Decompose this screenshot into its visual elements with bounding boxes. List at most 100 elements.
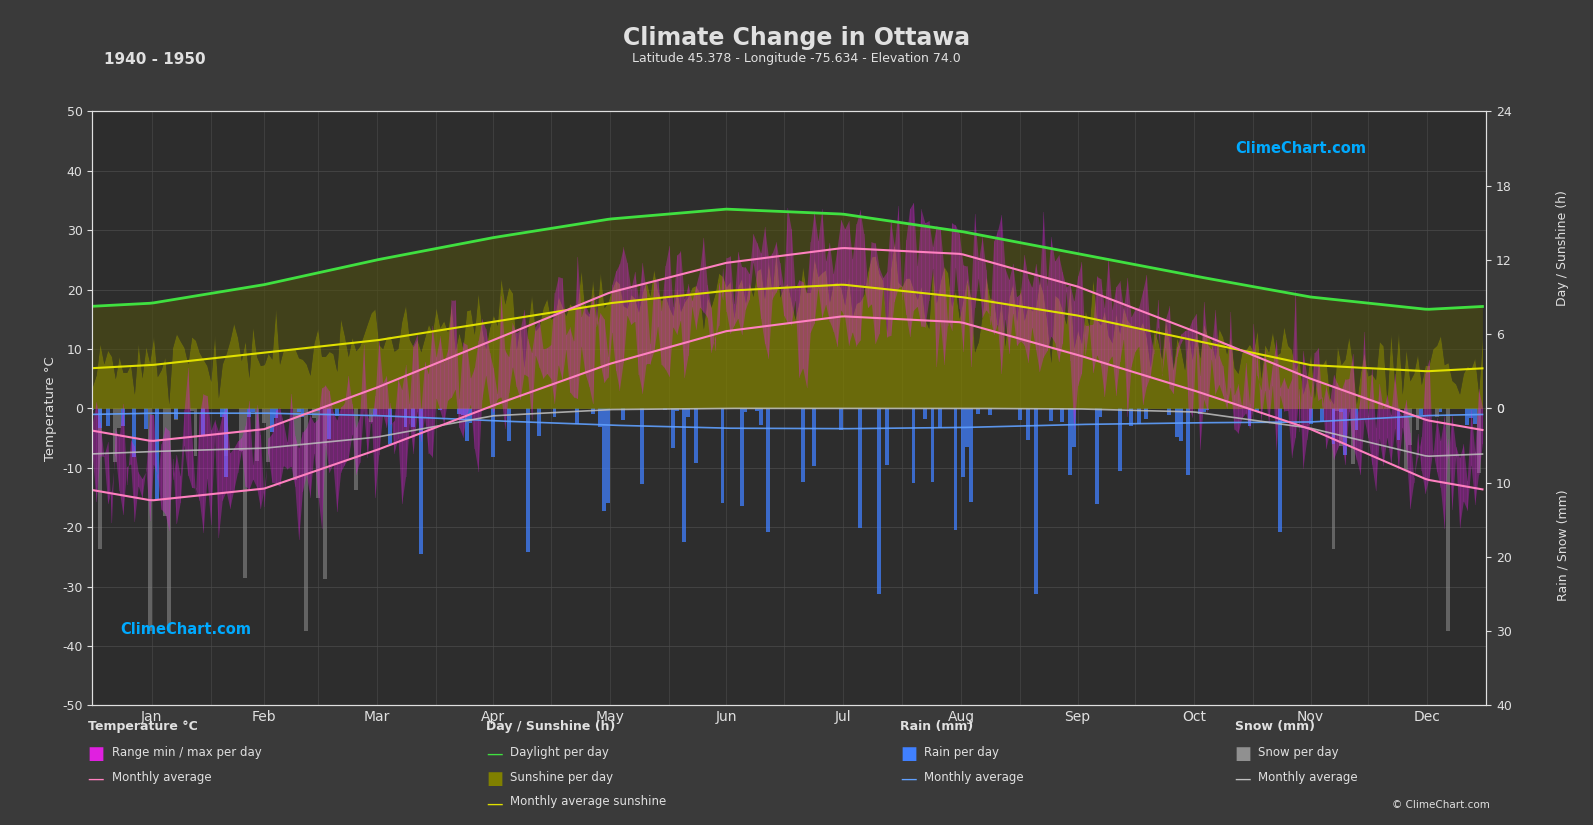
Bar [266, 408, 269, 462]
Bar [99, 408, 102, 427]
Bar [327, 408, 331, 439]
Bar [884, 408, 889, 465]
Bar [113, 408, 118, 462]
Text: ■: ■ [486, 770, 503, 788]
Bar [99, 408, 102, 549]
Bar [1354, 408, 1359, 430]
Text: Snow per day: Snow per day [1258, 746, 1340, 759]
Text: Monthly average: Monthly average [112, 771, 212, 784]
Bar [859, 408, 862, 529]
Bar [801, 408, 804, 482]
Bar [220, 408, 225, 417]
Bar [1144, 408, 1149, 419]
Bar [1435, 408, 1438, 417]
Bar [175, 408, 178, 418]
Bar [758, 408, 763, 425]
Bar [1129, 408, 1133, 427]
Bar [1416, 408, 1419, 430]
Bar [1332, 408, 1335, 549]
Bar [274, 408, 277, 417]
Text: Rain per day: Rain per day [924, 746, 999, 759]
Bar [1255, 408, 1258, 411]
Bar [720, 408, 725, 503]
Bar [296, 408, 301, 444]
Bar [1099, 408, 1102, 417]
Bar [1446, 408, 1450, 631]
Bar [1351, 408, 1354, 464]
Bar [1176, 408, 1179, 437]
Bar [143, 408, 148, 429]
Bar [323, 408, 327, 579]
Bar [675, 408, 679, 411]
Bar [121, 408, 124, 427]
Bar [118, 408, 121, 427]
Bar [263, 408, 266, 423]
Bar [465, 408, 468, 441]
Bar [296, 408, 301, 412]
Bar [1187, 408, 1190, 475]
Bar [621, 408, 624, 420]
Bar [840, 408, 843, 431]
Bar [1072, 408, 1075, 447]
Bar [1247, 408, 1252, 427]
Bar [507, 408, 511, 441]
Bar [492, 408, 495, 457]
Bar [537, 408, 542, 436]
Bar [969, 408, 973, 502]
Text: ClimeChart.com: ClimeChart.com [1236, 141, 1367, 156]
Bar [1466, 408, 1469, 425]
Text: Daylight per day: Daylight per day [510, 746, 609, 759]
Bar [682, 408, 687, 542]
Bar [1168, 408, 1171, 415]
Text: Monthly average: Monthly average [924, 771, 1024, 784]
Bar [1321, 408, 1324, 422]
Bar [373, 408, 378, 415]
Bar [1179, 408, 1182, 441]
Text: Range min / max per day: Range min / max per day [112, 746, 261, 759]
Bar [225, 408, 228, 455]
Text: 1940 - 1950: 1940 - 1950 [104, 52, 205, 67]
Text: Snow (mm): Snow (mm) [1235, 720, 1314, 733]
Bar [878, 408, 881, 594]
Bar [812, 408, 816, 466]
Bar [766, 408, 771, 532]
Bar [201, 408, 205, 435]
Bar [1278, 408, 1282, 531]
Bar [602, 408, 605, 511]
Text: Sunshine per day: Sunshine per day [510, 771, 613, 784]
Bar [954, 408, 957, 530]
Bar [938, 408, 941, 428]
Bar [315, 408, 320, 412]
Bar [315, 408, 320, 497]
Bar [739, 408, 744, 506]
Bar [1206, 408, 1209, 410]
Bar [1474, 408, 1477, 424]
Bar [1069, 408, 1072, 475]
Bar [1397, 408, 1400, 440]
Bar [695, 408, 698, 464]
Bar [687, 408, 690, 417]
Text: Monthly average sunshine: Monthly average sunshine [510, 795, 666, 808]
Bar [304, 408, 307, 631]
Bar [526, 408, 529, 552]
Text: Rain (mm): Rain (mm) [900, 720, 973, 733]
Bar [605, 408, 610, 503]
Bar [1469, 408, 1474, 418]
Bar [1332, 408, 1335, 445]
Bar [419, 408, 422, 554]
Bar [911, 408, 916, 483]
Text: —: — [486, 794, 502, 813]
Bar [411, 408, 416, 427]
Text: Monthly average: Monthly average [1258, 771, 1359, 784]
Bar [575, 408, 580, 424]
Bar [744, 408, 747, 412]
Bar [370, 408, 373, 422]
Text: Latitude 45.378 - Longitude -75.634 - Elevation 74.0: Latitude 45.378 - Longitude -75.634 - El… [632, 52, 961, 65]
Bar [389, 408, 392, 444]
Bar [1438, 408, 1442, 412]
Text: Day / Sunshine (h): Day / Sunshine (h) [486, 720, 615, 733]
Bar [640, 408, 644, 484]
Text: —: — [900, 770, 916, 788]
Bar [1018, 408, 1023, 420]
Text: ■: ■ [1235, 745, 1252, 763]
